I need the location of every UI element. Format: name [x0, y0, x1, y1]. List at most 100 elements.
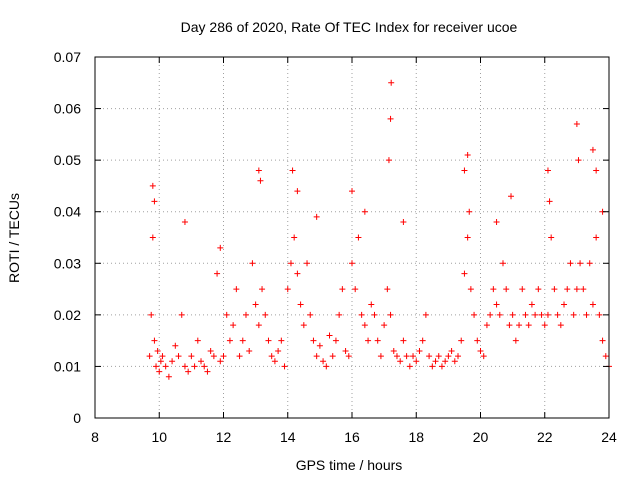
data-point [448, 347, 455, 354]
data-point [281, 363, 288, 370]
data-point [210, 353, 217, 360]
data-point [300, 322, 307, 329]
data-point [570, 311, 577, 318]
data-point [477, 347, 484, 354]
data-point [342, 347, 349, 354]
data-point [259, 286, 266, 293]
data-point [554, 311, 561, 318]
data-point [239, 337, 246, 344]
data-point [538, 311, 545, 318]
data-point [593, 167, 600, 174]
data-point [467, 286, 474, 293]
data-point [461, 167, 468, 174]
data-point [146, 353, 153, 360]
data-point [236, 353, 243, 360]
data-point [175, 353, 182, 360]
data-point [596, 311, 603, 318]
data-point [544, 167, 551, 174]
data-point [387, 311, 394, 318]
data-point [310, 337, 317, 344]
x-tick-label: 14 [280, 429, 296, 445]
y-tick-labels: 0 0.01 0.02 0.03 0.04 0.05 0.06 0.07 [54, 49, 81, 426]
data-point [191, 363, 198, 370]
data-point [388, 79, 395, 86]
y-tick-label: 0.05 [54, 152, 81, 168]
data-point [393, 353, 400, 360]
data-point [413, 358, 420, 365]
x-tick-labels: 8 10 12 14 16 18 20 22 24 [91, 429, 617, 445]
data-point [345, 353, 352, 360]
data-point [287, 260, 294, 267]
data-point [313, 353, 320, 360]
data-point [284, 286, 291, 293]
data-point [201, 363, 208, 370]
data-point [217, 244, 224, 251]
y-tick-label: 0.03 [54, 255, 81, 271]
data-point [217, 358, 224, 365]
data-point [169, 358, 176, 365]
data-point [503, 286, 510, 293]
data-point [332, 337, 339, 344]
axis-ticks [94, 56, 610, 419]
data-point [516, 322, 523, 329]
x-tick-label: 18 [408, 429, 424, 445]
data-point [151, 198, 158, 205]
data-point [275, 347, 282, 354]
data-point [577, 260, 584, 267]
data-point [249, 260, 256, 267]
data-point [493, 219, 500, 226]
x-tick-label: 12 [216, 429, 232, 445]
data-point [474, 337, 481, 344]
data-point [422, 311, 429, 318]
data-point [410, 353, 417, 360]
data-point [506, 322, 513, 329]
data-point [532, 311, 539, 318]
x-tick-label: 22 [537, 429, 553, 445]
data-point [156, 368, 163, 375]
data-point [442, 358, 449, 365]
data-point [214, 270, 221, 277]
data-point [586, 260, 593, 267]
data-point [185, 368, 192, 375]
data-point [181, 363, 188, 370]
data-point [154, 347, 161, 354]
data-point [294, 188, 301, 195]
data-point [377, 353, 384, 360]
data-point [178, 311, 185, 318]
data-point [153, 363, 160, 370]
data-point [230, 322, 237, 329]
data-point [339, 286, 346, 293]
data-point [522, 311, 529, 318]
data-point [194, 337, 201, 344]
x-tick-label: 10 [151, 429, 167, 445]
data-point [207, 347, 214, 354]
data-point [496, 311, 503, 318]
data-point [602, 353, 609, 360]
data-point [561, 301, 568, 308]
chart-title: Day 286 of 2020, Rate Of TEC Index for r… [181, 19, 518, 35]
data-point [268, 353, 275, 360]
data-point [262, 311, 269, 318]
data-point [557, 322, 564, 329]
data-point [593, 234, 600, 241]
data-point [451, 358, 458, 365]
data-point [381, 322, 388, 329]
data-point [512, 337, 519, 344]
data-point [361, 208, 368, 215]
data-point [242, 311, 249, 318]
data-point [148, 311, 155, 318]
data-point [458, 337, 465, 344]
data-point [490, 286, 497, 293]
data-point [172, 342, 179, 349]
data-point [508, 193, 515, 200]
x-axis-label: GPS time / hours [296, 457, 403, 473]
data-point [387, 115, 394, 122]
data-point [271, 358, 278, 365]
data-point [368, 301, 375, 308]
y-tick-label: 0.07 [54, 49, 81, 65]
data-point [400, 219, 407, 226]
data-point [384, 286, 391, 293]
data-point [432, 358, 439, 365]
data-point [157, 358, 164, 365]
data-point [583, 311, 590, 318]
